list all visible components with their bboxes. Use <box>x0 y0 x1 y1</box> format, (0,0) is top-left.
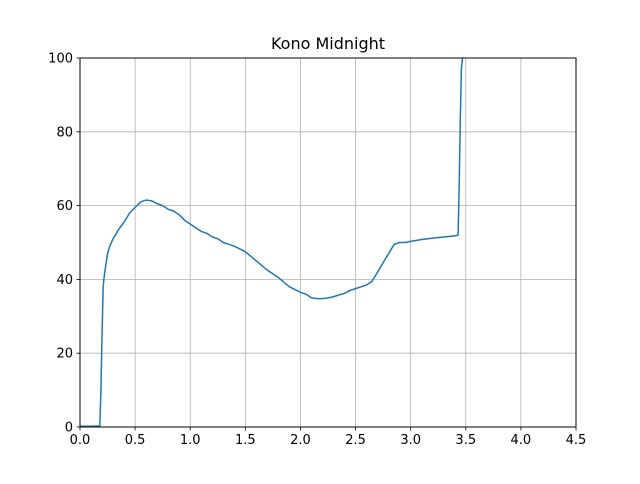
y-tick-label: 60 <box>56 199 73 214</box>
series-line-0 <box>80 58 464 427</box>
x-tick-label: 1.5 <box>235 433 256 448</box>
x-tick-label: 2.0 <box>290 433 311 448</box>
chart-title: Kono Midnight <box>271 34 385 53</box>
y-tick-label: 20 <box>56 347 73 362</box>
x-tick-label: 2.5 <box>345 433 366 448</box>
y-tick-label: 100 <box>48 52 73 67</box>
tick-layer: 0.0 0.5 1.0 1.5 2.0 2.5 3.0 3.5 4.0 4.5 0 20 40 60 80 1… <box>48 52 586 449</box>
x-tick-label: 3.0 <box>400 433 421 448</box>
axes-frame <box>79 57 577 428</box>
series-layer <box>80 58 464 427</box>
x-tick-label: 0.5 <box>125 433 146 448</box>
x-tick-label: 4.0 <box>511 433 532 448</box>
x-tick-label: 1.0 <box>180 433 201 448</box>
x-tick-label: 4.5 <box>566 433 587 448</box>
y-tick-label: 80 <box>56 125 73 140</box>
y-tick-label: 0 <box>65 421 73 436</box>
x-tick-label: 0.0 <box>70 433 91 448</box>
x-tick-label: 3.5 <box>455 433 476 448</box>
y-tick-label: 40 <box>56 273 73 288</box>
